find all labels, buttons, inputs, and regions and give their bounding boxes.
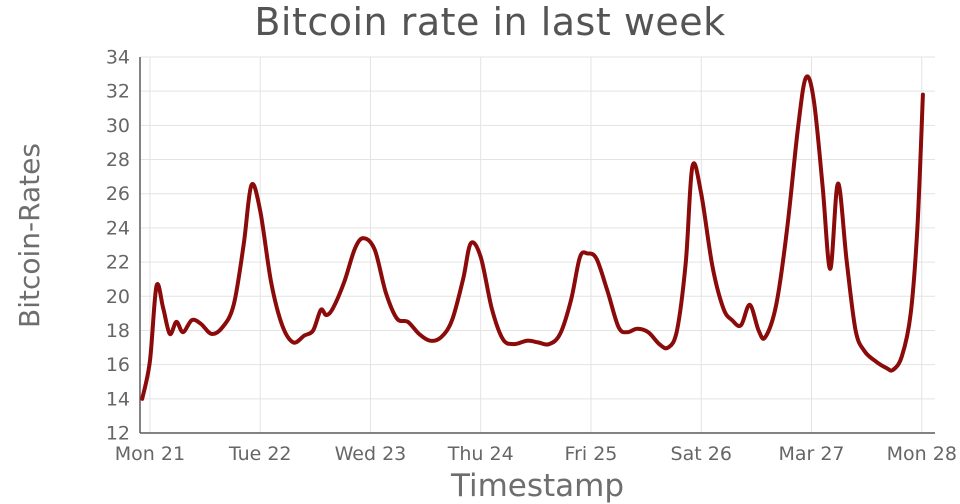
x-tick-label: Wed 23 [335, 443, 407, 465]
y-tick-label: 16 [106, 354, 130, 376]
y-tick-label: 24 [106, 217, 130, 239]
x-axis-label: Timestamp [450, 468, 625, 504]
x-tick-label: Mar 27 [778, 443, 844, 465]
axes [139, 57, 935, 434]
y-tick-label: 28 [106, 149, 130, 171]
y-tick-label: 32 [106, 81, 130, 103]
y-tick-label: 12 [106, 423, 130, 445]
y-tick-label: 20 [106, 286, 130, 308]
tick-labels: 12 14 16 18 20 22 24 26 28 30 32 34 Mon 21 Tue 22 Wed … [106, 47, 957, 466]
y-tick-label: 14 [106, 388, 130, 410]
x-tick-label: Sat 26 [671, 443, 732, 465]
y-tick-label: 34 [106, 47, 130, 69]
y-axis-label: Bitcoin-Rates [12, 142, 46, 328]
y-axis-label-wrap: Bitcoin-Rates [0, 0, 58, 470]
x-tick-label: Thu 24 [447, 443, 514, 465]
y-tick-label: 30 [106, 115, 130, 137]
y-tick-label: 18 [106, 320, 130, 342]
x-tick-label: Tue 22 [228, 443, 292, 465]
bitcoin-rate-line [140, 74, 925, 401]
x-tick-label: Mon 28 [887, 443, 957, 465]
gridlines [140, 56, 935, 434]
x-tick-label: Mon 21 [115, 443, 185, 465]
y-tick-label: 26 [106, 183, 130, 205]
chart-title: Bitcoin rate in last week [254, 0, 726, 44]
y-tick-label: 22 [106, 252, 130, 274]
x-tick-label: Fri 25 [565, 443, 618, 465]
